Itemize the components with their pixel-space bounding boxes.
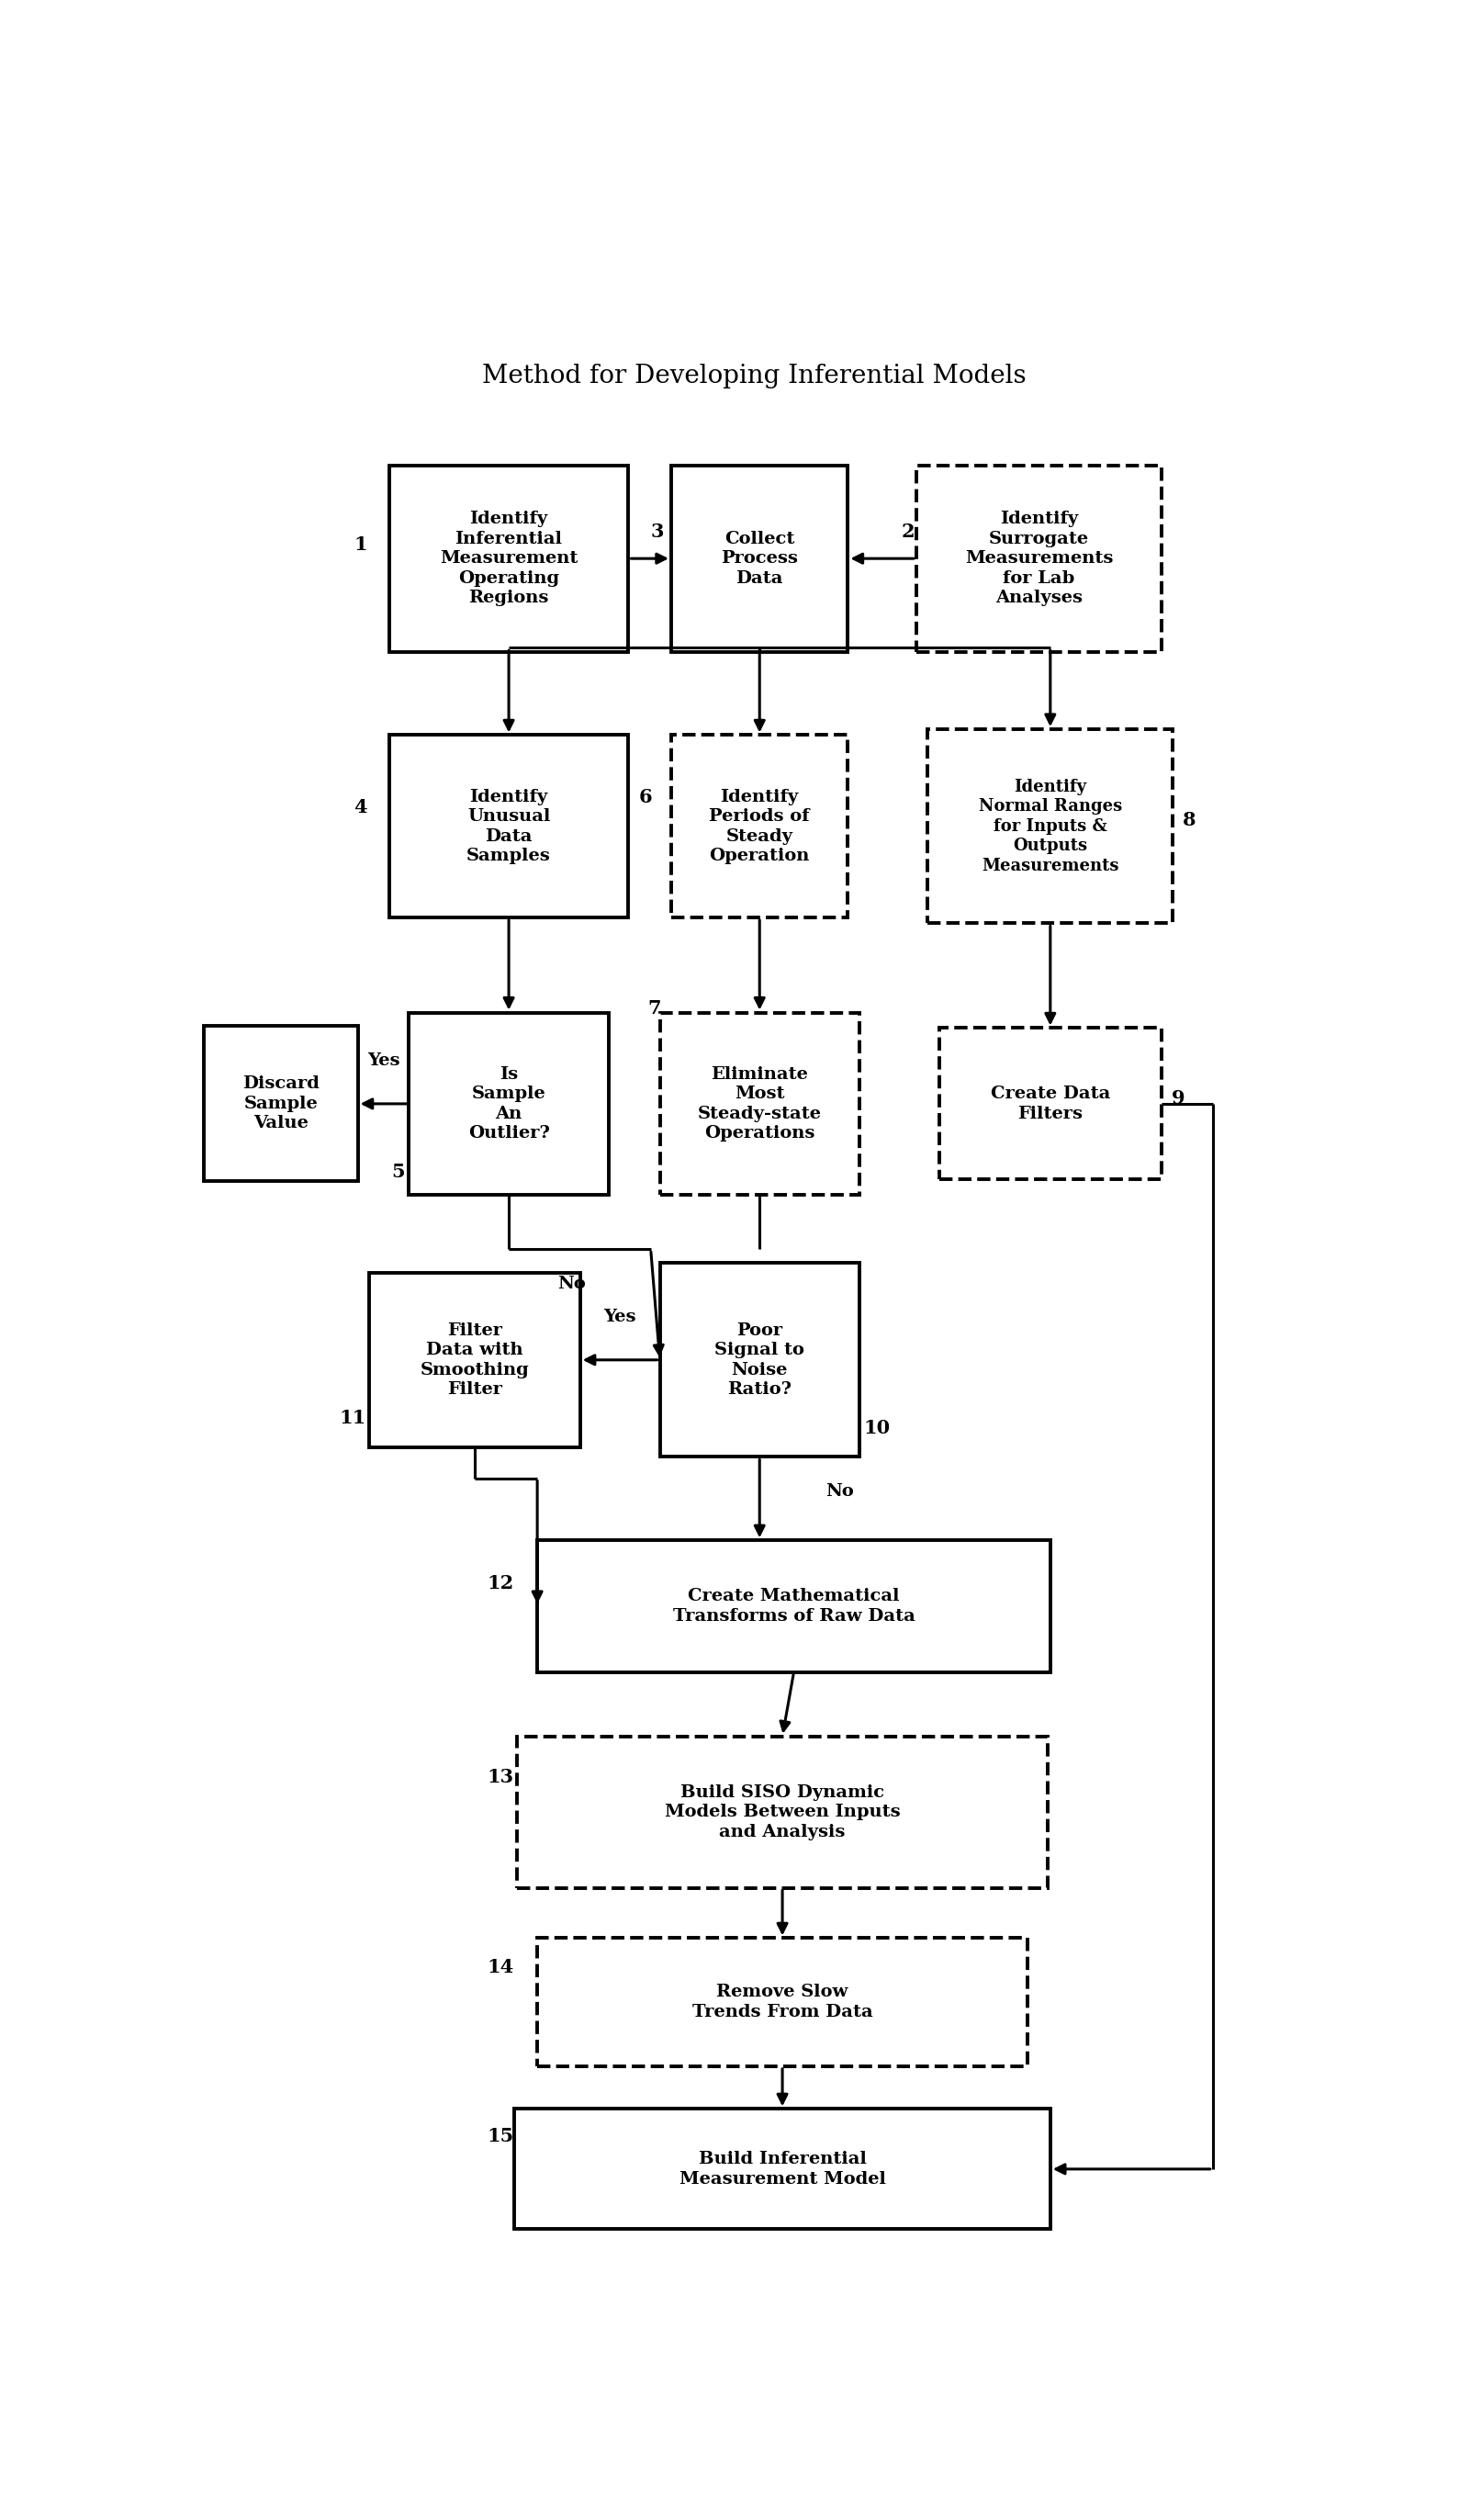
Text: 2: 2	[902, 522, 915, 542]
Bar	[928, 728, 1172, 922]
Text: 13: 13	[487, 1769, 515, 1787]
Text: Identify
Normal Ranges
for Inputs &
Outputs
Measurements: Identify Normal Ranges for Inputs & Outp…	[978, 779, 1122, 874]
Text: Collect
Process
Data: Collect Process Data	[721, 532, 799, 587]
Text: 9: 9	[1171, 1089, 1184, 1106]
Text: 14: 14	[487, 1958, 515, 1976]
Text: Identify
Periods of
Steady
Operation: Identify Periods of Steady Operation	[709, 789, 811, 864]
Text: Yes: Yes	[603, 1308, 637, 1326]
Bar	[537, 1938, 1027, 2066]
Text: 6: 6	[638, 789, 652, 806]
Bar	[660, 1263, 859, 1457]
Bar	[388, 466, 628, 653]
Text: No: No	[558, 1275, 585, 1293]
Text: No: No	[825, 1484, 853, 1499]
Text: 7: 7	[649, 1000, 662, 1018]
Text: Build Inferential
Measurement Model: Build Inferential Measurement Model	[680, 2152, 886, 2187]
Text: 11: 11	[340, 1409, 366, 1426]
Text: 5: 5	[391, 1162, 405, 1182]
Text: Identify
Inferential
Measurement
Operating
Regions: Identify Inferential Measurement Operati…	[440, 512, 578, 607]
Bar	[388, 736, 628, 917]
Bar	[518, 1736, 1047, 1887]
Text: Build SISO Dynamic
Models Between Inputs
and Analysis: Build SISO Dynamic Models Between Inputs…	[665, 1784, 900, 1840]
Text: Is
Sample
An
Outlier?: Is Sample An Outlier?	[468, 1066, 550, 1142]
Text: Create Mathematical
Transforms of Raw Data: Create Mathematical Transforms of Raw Da…	[672, 1588, 915, 1625]
Bar	[515, 2109, 1050, 2230]
Text: Eliminate
Most
Steady-state
Operations: Eliminate Most Steady-state Operations	[697, 1066, 822, 1142]
Text: Method for Developing Inferential Models: Method for Developing Inferential Models	[482, 363, 1025, 388]
Text: 10: 10	[863, 1419, 890, 1436]
Text: Identify
Unusual
Data
Samples: Identify Unusual Data Samples	[466, 789, 552, 864]
Text: 4: 4	[355, 799, 368, 816]
Text: Filter
Data with
Smoothing
Filter: Filter Data with Smoothing Filter	[421, 1323, 530, 1399]
Text: Discard
Sample
Value: Discard Sample Value	[243, 1076, 319, 1131]
Bar	[537, 1540, 1050, 1673]
Text: Identify
Surrogate
Measurements
for Lab
Analyses: Identify Surrogate Measurements for Lab …	[965, 512, 1114, 607]
Text: Poor
Signal to
Noise
Ratio?: Poor Signal to Noise Ratio?	[715, 1323, 805, 1399]
Bar	[916, 466, 1162, 653]
Text: 15: 15	[487, 2127, 515, 2145]
Text: Yes: Yes	[368, 1053, 400, 1068]
Text: 1: 1	[355, 537, 368, 554]
Text: Remove Slow
Trends From Data: Remove Slow Trends From Data	[691, 1983, 872, 2021]
Text: Create Data
Filters: Create Data Filters	[990, 1086, 1111, 1121]
Bar	[938, 1028, 1162, 1179]
Bar	[369, 1273, 580, 1446]
Text: 8: 8	[1183, 811, 1196, 829]
Bar	[204, 1026, 357, 1182]
Text: 3: 3	[650, 522, 663, 542]
Bar	[660, 1013, 859, 1194]
Bar	[671, 466, 847, 653]
Text: 12: 12	[487, 1575, 515, 1593]
Bar	[671, 736, 847, 917]
Bar	[409, 1013, 609, 1194]
